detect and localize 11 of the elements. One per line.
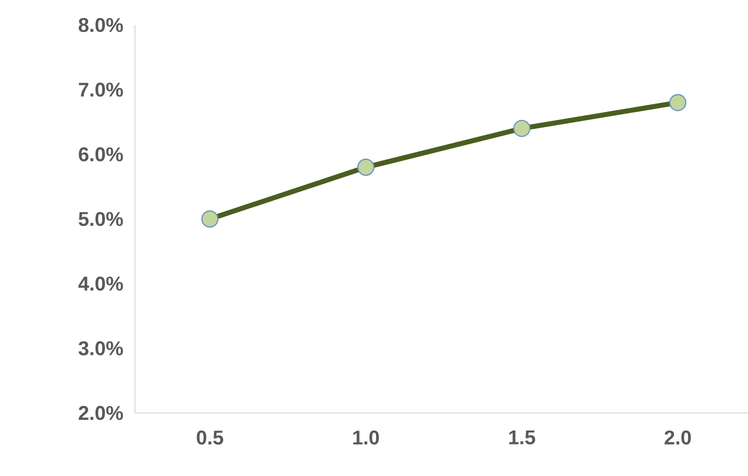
y-tick-label: 4.0% — [78, 276, 123, 291]
y-tick-label: 2.0% — [78, 406, 123, 420]
x-tick-label: 1.0 — [353, 430, 379, 445]
x-tick-label: 2.0 — [664, 430, 691, 445]
y-tick-label: 8.0% — [78, 18, 123, 32]
y-tick-label: 5.0% — [78, 212, 123, 226]
x-tick-label: 0.5 — [196, 430, 224, 445]
y-tick-label: 7.0% — [78, 82, 123, 97]
x-tick-label: 1.5 — [509, 430, 536, 444]
y-tick-label: 3.0% — [78, 341, 123, 356]
y-tick-label: 6.0% — [78, 147, 123, 162]
